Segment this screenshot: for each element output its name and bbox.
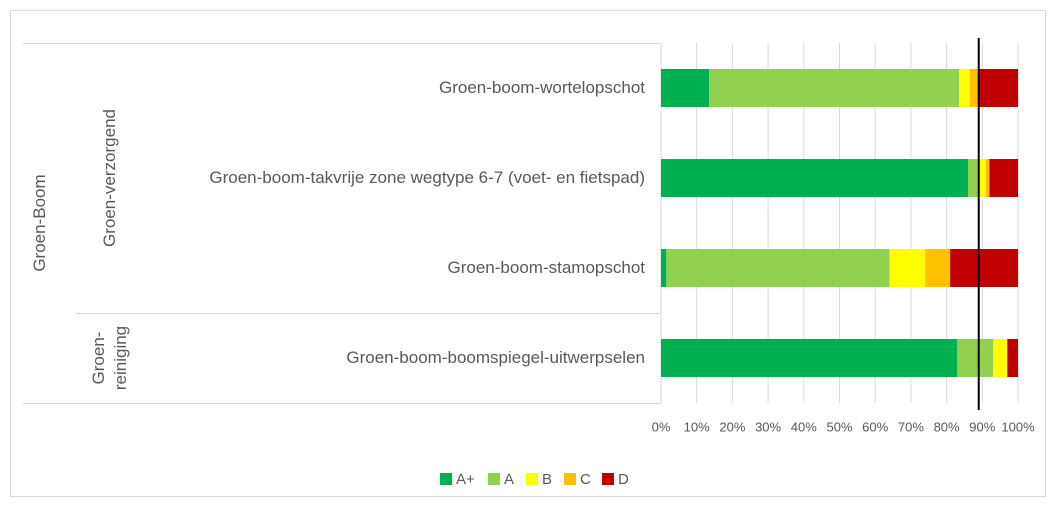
category-label: Groen-boom-takvrije zone wegtype 6-7 (vo… [209, 168, 645, 187]
legend-swatch [564, 473, 576, 485]
category-label: Groen-boom-boomspiegel-uitwerpselen [346, 348, 645, 367]
x-tick-label: 0% [652, 419, 671, 434]
bar-segment [709, 69, 960, 107]
bar-segment [661, 69, 710, 107]
legend-label: D [618, 471, 629, 488]
legend-swatch [440, 473, 452, 485]
bar-segment [661, 339, 958, 377]
bar-segment [889, 249, 926, 287]
bar-segment [925, 249, 951, 287]
bar-segment [959, 69, 970, 107]
bar-segment [978, 69, 1018, 107]
legend-swatch [602, 473, 614, 485]
bar-segment [661, 159, 969, 197]
legend-label: A+ [456, 471, 475, 488]
x-tick-label: 10% [684, 419, 710, 434]
group-label: Groen-verzorgend [100, 109, 119, 247]
x-tick-label: 70% [898, 419, 924, 434]
category-label: Groen-boom-wortelopschot [439, 78, 645, 97]
bar-segment [993, 339, 1008, 377]
bar-segment [661, 249, 667, 287]
legend-swatch [526, 473, 538, 485]
top-group-label: Groen-Boom [30, 174, 49, 272]
bar-segment [989, 159, 1018, 197]
x-tick-label: 30% [755, 419, 781, 434]
bar-segment [1007, 339, 1018, 377]
bar-segment [969, 69, 979, 107]
x-tick-label: 90% [969, 419, 995, 434]
legend-swatch [488, 473, 500, 485]
bar-segment [968, 159, 979, 197]
bar-segment [957, 339, 994, 377]
x-tick-label: 60% [862, 419, 888, 434]
x-tick-label: 50% [826, 419, 852, 434]
group-label: Groen-reiniging [89, 325, 130, 391]
x-tick-label: 40% [791, 419, 817, 434]
x-tick-label: 80% [934, 419, 960, 434]
legend-label: C [580, 471, 591, 488]
bar-segment [978, 159, 986, 197]
x-tick-label: 100% [1001, 419, 1035, 434]
legend-label: A [504, 471, 514, 488]
bar-segment [666, 249, 890, 287]
bar-segment [985, 159, 990, 197]
bar-segment [950, 249, 1018, 287]
category-label: Groen-boom-stamopschot [447, 258, 645, 277]
x-tick-label: 20% [719, 419, 745, 434]
legend-label: B [542, 471, 552, 488]
